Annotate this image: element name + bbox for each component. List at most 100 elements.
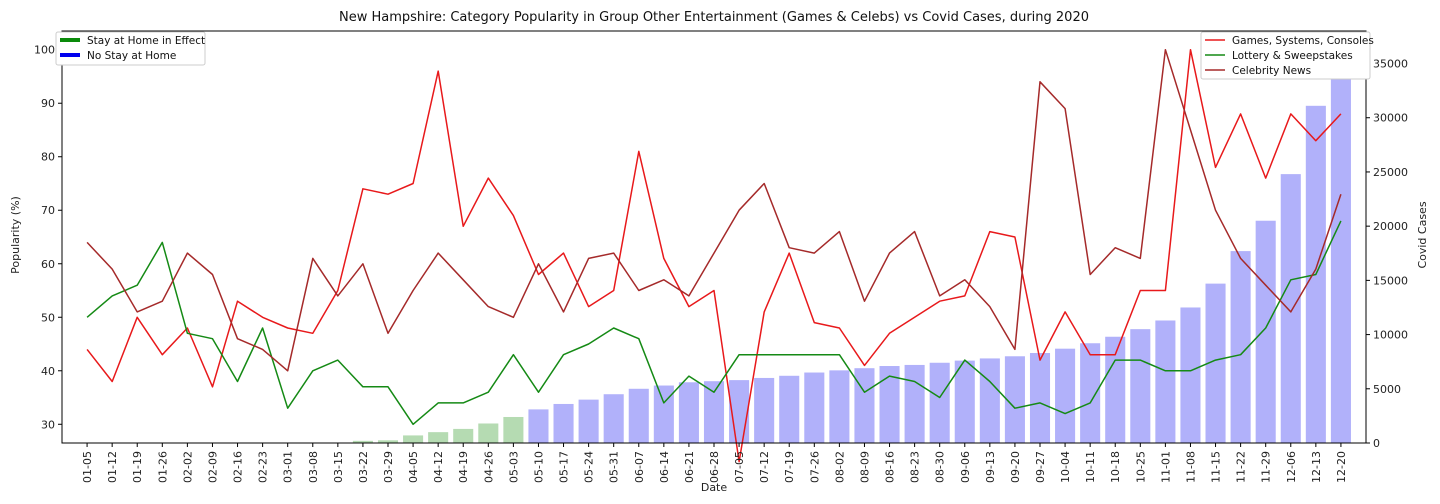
x-tick-label: 04-19	[457, 451, 470, 483]
y-tick-label: 100	[34, 44, 55, 57]
x-tick-label: 02-02	[181, 451, 194, 483]
y-tick-label: 90	[41, 97, 55, 110]
covid-bar	[1280, 174, 1301, 443]
x-tick-label: 08-16	[884, 451, 897, 483]
covid-bar	[478, 423, 499, 443]
x-tick-label: 01-05	[81, 451, 94, 483]
x-tick-label: 01-19	[131, 451, 144, 483]
covid-bar	[428, 432, 449, 443]
covid-bar	[352, 440, 373, 443]
x-tick-label: 11-08	[1184, 451, 1197, 483]
series-line	[86, 48, 1342, 372]
y-tick-label: 50	[41, 311, 55, 324]
x-tick-label: 07-19	[783, 451, 796, 483]
covid-bar	[979, 358, 1000, 443]
x-tick-label: 02-23	[257, 451, 270, 483]
x-tick-label: 07-26	[808, 451, 821, 483]
covid-bar	[1180, 307, 1201, 443]
covid-bar	[1255, 220, 1276, 443]
x-tick-label: 05-24	[583, 451, 596, 483]
x-tick-label: 06-07	[633, 451, 646, 483]
x-tick-label: 11-22	[1235, 451, 1248, 483]
series-lines	[86, 48, 1342, 463]
covid-bar	[1330, 47, 1351, 444]
y-axis-label: Popularity (%)	[9, 196, 22, 274]
covid-bar	[879, 366, 900, 443]
y2-tick-label: 15000	[1373, 274, 1408, 287]
axes: 30 40 50 60 70 80 90 100 0 5000 10000 15000 20000 250…	[34, 30, 1408, 483]
x-tick-label: 02-09	[206, 451, 219, 483]
y-tick-label: 30	[41, 418, 55, 431]
x-axis-label: Date	[701, 481, 728, 494]
covid-bar	[653, 385, 674, 443]
x-tick-label: 03-22	[357, 451, 370, 483]
covid-bar	[1029, 353, 1051, 443]
legend-label: Stay at Home in Effect	[87, 35, 205, 47]
covid-bars	[327, 47, 1351, 444]
x-tick-label: 03-15	[332, 451, 345, 483]
series-line	[86, 48, 1342, 463]
x-tick-label: 09-06	[959, 451, 972, 483]
y2-tick-label: 35000	[1373, 58, 1408, 71]
y2-tick-label: 20000	[1373, 220, 1408, 233]
x-tick-label: 11-01	[1159, 451, 1172, 483]
x-tick-label: 03-29	[382, 451, 395, 483]
x-tick-label: 06-14	[658, 451, 671, 483]
x-tick-label: 12-06	[1285, 451, 1298, 483]
covid-bar	[929, 362, 950, 443]
x-tick-label: 07-12	[758, 451, 771, 483]
covid-bar	[553, 403, 574, 443]
covid-bar	[528, 409, 549, 443]
y2-tick-label: 10000	[1373, 329, 1408, 342]
legend-label: Lottery & Sweepstakes	[1232, 50, 1353, 62]
covid-bar	[754, 377, 775, 443]
x-tick-label: 09-27	[1034, 451, 1047, 483]
x-tick-label: 05-17	[558, 451, 571, 483]
covid-bar	[453, 428, 474, 443]
covid-bar	[377, 440, 399, 443]
y2-axis-label: Covid Cases	[1416, 201, 1429, 268]
y2-tick-label: 5000	[1373, 383, 1401, 396]
covid-bar	[904, 364, 925, 443]
x-tick-label: 09-13	[984, 451, 997, 483]
covid-bar	[1080, 343, 1101, 443]
covid-bar	[779, 375, 800, 443]
y-tick-label: 40	[41, 365, 55, 378]
legend-series: Games, Systems, Consoles Lottery & Sweeps…	[1200, 31, 1374, 80]
x-tick-label: 06-21	[683, 451, 696, 483]
chart-title: New Hampshire: Category Popularity in Gr…	[339, 10, 1089, 25]
x-tick-label: 08-30	[934, 451, 947, 483]
y-tick-label: 60	[41, 258, 55, 271]
covid-bar	[954, 360, 975, 443]
covid-bar	[1055, 348, 1076, 443]
x-tick-label: 07-05	[733, 451, 746, 483]
x-tick-label: 10-04	[1059, 451, 1072, 483]
covid-bar	[703, 381, 725, 443]
covid-bar	[628, 388, 649, 443]
x-tick-label: 05-10	[532, 451, 545, 483]
y-tick-label: 80	[41, 151, 55, 164]
series-line	[86, 220, 1342, 426]
x-tick-label: 01-26	[156, 451, 169, 483]
x-tick-label: 10-11	[1084, 451, 1097, 483]
covid-bar	[403, 435, 424, 443]
x-tick-label: 04-12	[432, 451, 445, 483]
x-tick-label: 06-28	[708, 451, 721, 483]
covid-bar	[1155, 320, 1176, 443]
x-tick-label: 10-18	[1109, 451, 1122, 483]
y2-tick-label: 0	[1373, 437, 1380, 450]
x-tick-label: 05-03	[507, 451, 520, 483]
x-tick-label: 03-08	[307, 451, 320, 483]
covid-bar	[678, 382, 699, 443]
covid-bar	[854, 368, 875, 443]
legend-stay-at-home: Stay at Home in Effect No Stay at Home	[55, 31, 206, 66]
covid-bar	[804, 372, 825, 443]
covid-bar	[503, 416, 524, 443]
x-tick-label: 08-23	[909, 451, 922, 483]
x-tick-label: 11-15	[1210, 451, 1223, 483]
y2-tick-label: 25000	[1373, 166, 1408, 179]
x-tick-label: 08-09	[858, 451, 871, 483]
covid-bar	[603, 394, 624, 443]
covid-bar	[578, 399, 599, 443]
